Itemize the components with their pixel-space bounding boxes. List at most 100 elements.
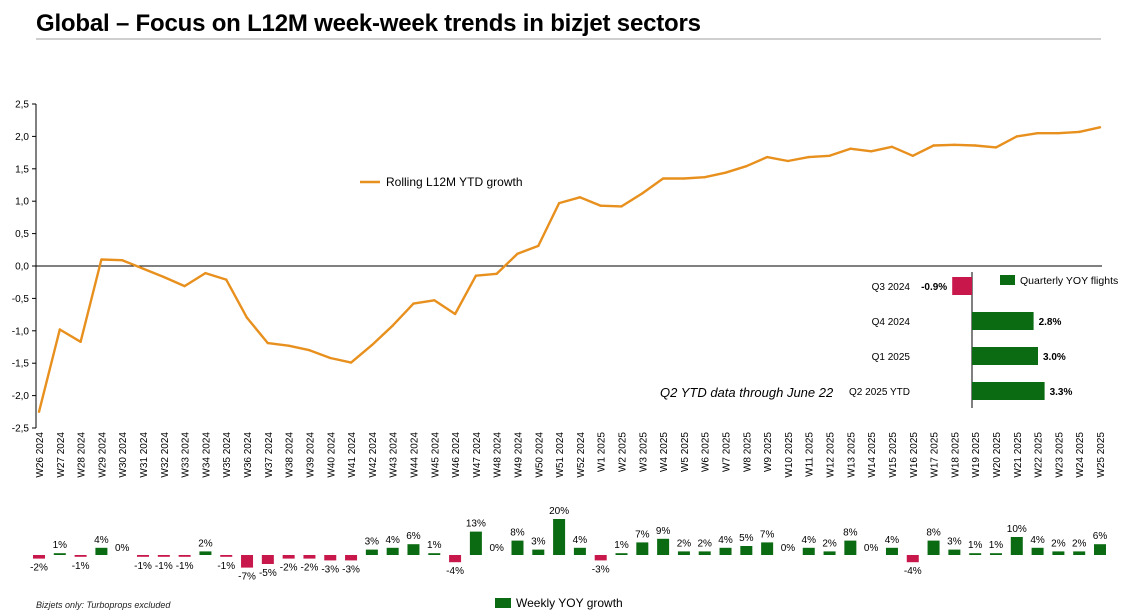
weekly-bar-chart: -2%1%-1%4%0%-1% -1% -1%2%-1%-7% -5% -2% -2% -3… — [30, 506, 1107, 583]
x-tick-label: W27 2024 — [56, 432, 67, 478]
weekly-bar — [53, 553, 66, 555]
weekly-bar-label: 8% — [510, 528, 525, 539]
weekly-bar-label: -4% — [904, 566, 922, 577]
weekly-bar — [677, 551, 690, 555]
weekly-bar — [1052, 551, 1065, 555]
x-tick-label: W17 2025 — [930, 432, 941, 478]
line-point — [495, 272, 498, 275]
weekly-bar — [844, 540, 857, 555]
weekly-bar-label: -7% — [238, 572, 256, 583]
weekly-bar — [511, 540, 524, 555]
line-point — [349, 361, 353, 364]
x-tick-label: W37 2024 — [264, 432, 275, 478]
line-point — [682, 177, 686, 180]
weekly-bar-label: 2% — [822, 538, 837, 549]
weekly-bar — [178, 555, 191, 557]
line-point — [329, 356, 332, 360]
weekly-bar — [95, 547, 108, 555]
weekly-bar-label: 0% — [864, 543, 879, 554]
quarterly-bar — [972, 347, 1038, 365]
weekly-bar-label: 4% — [802, 535, 817, 546]
weekly-bar — [137, 555, 150, 557]
weekly-bar — [386, 547, 399, 555]
line-point — [412, 302, 415, 305]
weekly-bar — [698, 551, 711, 555]
x-tick-label: W45 2024 — [430, 432, 441, 478]
y-tick-label: -2,0 — [12, 391, 30, 402]
y-tick-label: -0,5 — [12, 294, 30, 305]
weekly-legend-label: Weekly YOY growth — [516, 596, 623, 610]
weekly-bar — [906, 555, 919, 563]
weekly-bar-label: 3% — [365, 537, 380, 548]
weekly-bar — [948, 549, 961, 555]
line-point — [225, 278, 228, 281]
line-point — [849, 147, 852, 150]
weekly-bar — [428, 553, 441, 555]
title-divider — [36, 38, 1101, 40]
weekly-bar — [303, 555, 316, 559]
line-point — [745, 165, 748, 168]
weekly-bar — [761, 542, 774, 555]
x-tick-label: W42 2024 — [368, 432, 379, 478]
y-tick-label: 1,0 — [15, 197, 29, 208]
weekly-bar — [345, 555, 358, 561]
footnote: Bizjets only: Turboprops excluded — [36, 600, 171, 610]
x-tick-label: W43 2024 — [389, 432, 400, 478]
x-tick-label: W15 2025 — [888, 432, 899, 478]
weekly-bar-label: 1% — [968, 540, 983, 551]
weekly-bar-label: 1% — [614, 540, 629, 551]
weekly-bar — [594, 555, 607, 561]
weekly-bar — [719, 547, 732, 555]
weekly-bar-label: 13% — [466, 519, 486, 530]
weekly-bar-label: 3% — [947, 537, 962, 548]
x-tick-label: W13 2025 — [846, 432, 857, 478]
line-point — [953, 143, 956, 147]
weekly-bar — [1010, 537, 1023, 555]
weekly-bar-label: 6% — [1093, 531, 1108, 542]
weekly-bar — [1031, 547, 1044, 555]
x-tick-label: W40 2024 — [326, 432, 337, 478]
line-point — [162, 275, 166, 279]
line-point — [911, 154, 914, 158]
weekly-bar — [1073, 551, 1086, 555]
weekly-bar-label: 1% — [53, 540, 68, 551]
line-point — [994, 146, 998, 149]
weekly-bar-label: 7% — [635, 529, 650, 540]
x-tick-label: W24 2025 — [1075, 432, 1086, 478]
weekly-bar — [449, 555, 462, 563]
x-tick-label: W21 2025 — [1013, 432, 1024, 478]
line-point — [141, 267, 145, 270]
line-point — [516, 252, 519, 255]
line-point — [100, 258, 103, 261]
line-point — [807, 155, 810, 159]
weekly-bar-label: 4% — [94, 535, 109, 546]
x-tick-label: W47 2024 — [472, 432, 483, 478]
quarterly-bar-label: 3.3% — [1050, 387, 1073, 398]
x-tick-label: W2 2025 — [618, 432, 629, 472]
line-point — [308, 349, 311, 352]
line-point — [786, 159, 790, 163]
weekly-bar-label: 2% — [1072, 538, 1087, 549]
line-point — [724, 171, 727, 174]
weekly-bar — [885, 547, 898, 555]
x-axis-labels: W26 2024 W27 2024 W28 2024 W29 2024 W30 2024… — [35, 432, 1107, 478]
x-tick-label: W36 2024 — [243, 432, 254, 478]
x-tick-label: W52 2024 — [576, 432, 587, 478]
y-tick-label: -1,0 — [12, 326, 30, 337]
line-legend-label: Rolling L12M YTD growth — [386, 175, 523, 189]
weekly-bar — [241, 555, 254, 568]
x-tick-label: W51 2024 — [555, 432, 566, 478]
line-point — [932, 144, 935, 147]
weekly-bar-label: 9% — [656, 526, 671, 537]
line-point — [828, 154, 831, 158]
quarterly-category-label: Q4 2024 — [872, 317, 911, 328]
weekly-bar — [324, 555, 337, 561]
x-tick-label: W22 2025 — [1034, 432, 1045, 478]
weekly-bar-label: 5% — [739, 533, 754, 544]
x-tick-label: W41 2024 — [347, 432, 358, 478]
weekly-bar-label: -1% — [176, 561, 194, 572]
weekly-legend-swatch — [495, 598, 511, 608]
weekly-bar — [282, 555, 295, 559]
x-tick-label: W6 2025 — [701, 432, 712, 472]
x-tick-label: W32 2024 — [160, 432, 171, 478]
